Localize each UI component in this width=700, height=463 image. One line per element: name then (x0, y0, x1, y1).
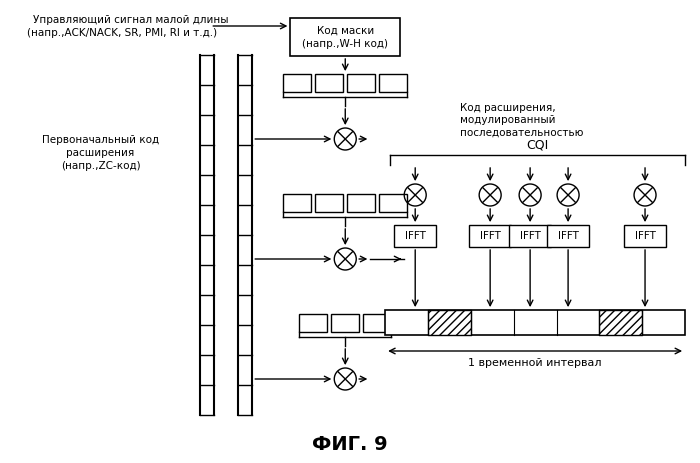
Text: (напр.,W-H код): (напр.,W-H код) (302, 39, 388, 49)
Bar (394, 225, 436, 247)
Text: модулированный: модулированный (460, 115, 556, 125)
Bar (331, 314, 359, 332)
Text: (напр.,ACK/NACK, SR, PMI, RI и т.д.): (напр.,ACK/NACK, SR, PMI, RI и т.д.) (27, 28, 218, 38)
Bar (284, 74, 312, 92)
Bar (347, 74, 375, 92)
Text: IFFT: IFFT (519, 231, 540, 241)
Bar (315, 194, 343, 212)
Bar (300, 314, 328, 332)
Text: CQI: CQI (526, 138, 548, 151)
Bar (547, 225, 589, 247)
Bar (599, 310, 642, 335)
Text: IFFT: IFFT (558, 231, 578, 241)
Text: IFFT: IFFT (480, 231, 500, 241)
Bar (509, 225, 551, 247)
Text: ФИГ. 9: ФИГ. 9 (312, 436, 388, 455)
Bar (284, 194, 312, 212)
Bar (315, 74, 343, 92)
Bar (379, 74, 407, 92)
Bar (469, 225, 511, 247)
Bar (624, 225, 666, 247)
Bar (347, 194, 375, 212)
Bar (385, 310, 685, 335)
Text: 1 временной интервал: 1 временной интервал (468, 358, 602, 368)
Text: Первоначальный код: Первоначальный код (42, 135, 159, 145)
Text: Код расширения,: Код расширения, (460, 103, 556, 113)
Text: расширения: расширения (66, 148, 134, 158)
Bar (290, 18, 400, 56)
Text: Управляющий сигнал малой длины: Управляющий сигнал малой длины (33, 15, 228, 25)
Bar (379, 194, 407, 212)
Text: (напр.,ZC-код): (напр.,ZC-код) (61, 161, 140, 171)
Bar (428, 310, 471, 335)
Text: IFFT: IFFT (635, 231, 655, 241)
Bar (363, 314, 391, 332)
Text: последовательностью: последовательностью (460, 128, 584, 138)
Text: Код маски: Код маски (316, 26, 374, 36)
Text: IFFT: IFFT (405, 231, 426, 241)
